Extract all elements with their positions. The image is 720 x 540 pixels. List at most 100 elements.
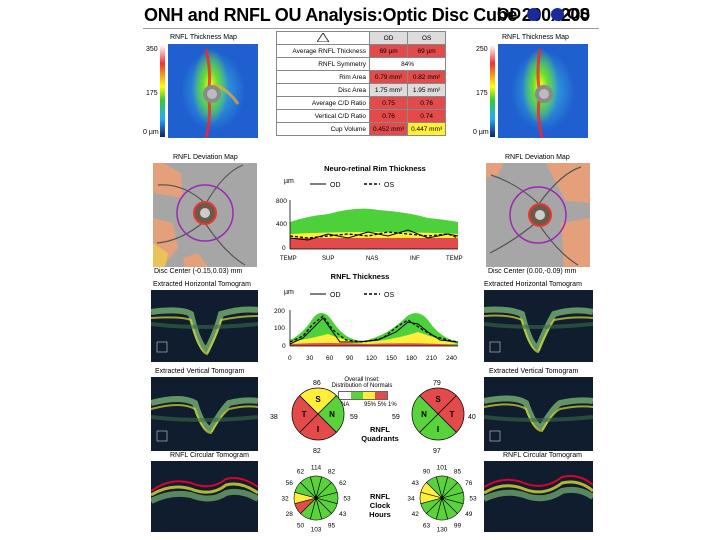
- rim-chart-title: Neuro-retinal Rim Thickness: [324, 164, 426, 173]
- os-value: 1.95 mm²: [407, 83, 447, 97]
- rnfl-legend-os: OS: [384, 292, 394, 299]
- os-thickness-map: [498, 44, 588, 138]
- od-quad-T-value: 38: [270, 414, 278, 421]
- os-value: 0.76: [407, 96, 447, 110]
- os-scale-min: 0 µm: [473, 129, 489, 136]
- normals-legend-line2: Distribution of Normals: [331, 383, 393, 389]
- os-quad-N-value: 59: [392, 414, 400, 421]
- od-value: 1.75 mm²: [368, 83, 409, 97]
- od-clock-hour-value: 53: [343, 496, 351, 503]
- normals-legend-line1: Overall Inset:: [344, 377, 380, 383]
- rnfl-ytick: 100: [274, 325, 285, 332]
- rim-xtick: TEMP: [280, 256, 297, 262]
- od-clock-hour-value: 32: [281, 496, 289, 503]
- od-scale-max: 350: [146, 46, 158, 53]
- rnfl-xtick: 180: [406, 355, 417, 362]
- rnfl-xtick: 0: [288, 355, 292, 362]
- svg-text:I: I: [437, 425, 439, 434]
- os-quad-S: [419, 387, 457, 415]
- os-thickness-map-title: RNFL Thickness Map: [502, 34, 569, 41]
- rnfl-ytick: 0: [282, 343, 286, 350]
- od-thickness-map-title: RNFL Thickness Map: [170, 34, 237, 41]
- legend-swatch-green: [351, 392, 363, 399]
- od-scale-min: 0 µm: [143, 129, 159, 136]
- od-clock-hour-value: 82: [328, 469, 336, 476]
- param-label: Vertical C/D Ratio: [276, 109, 370, 123]
- od-value: 0.75: [368, 96, 409, 110]
- od-quad-N-value: 59: [350, 414, 358, 421]
- od-value: 0.452 mm³: [368, 122, 409, 136]
- od-quadrant-chart: S N I T: [291, 387, 345, 441]
- rnfl-xtick: 240: [446, 355, 457, 362]
- rnfl-legend-od: OD: [330, 292, 341, 299]
- os-disc-center: Disc Center (0.00,-0.09) mm: [488, 268, 577, 275]
- os-clock-hour-value: 101: [437, 465, 448, 472]
- svg-text:N: N: [421, 410, 427, 419]
- rnfl-xtick: 60: [326, 355, 334, 362]
- os-value: 0.82 mm²: [407, 70, 447, 84]
- od-clock-hour-value: 43: [339, 511, 347, 518]
- rnfl-xtick: 210: [426, 355, 437, 362]
- os-horizontal-tomogram: [484, 290, 593, 362]
- quadrants-label: RNFL Quadrants: [361, 425, 399, 443]
- os-value: 69 µm: [407, 44, 447, 58]
- od-thickness-map: [168, 44, 258, 138]
- os-quad-S-value: 79: [433, 380, 441, 387]
- od-clock-hour-value: 95: [328, 522, 336, 529]
- od-quad-T: [291, 395, 319, 433]
- clock-hours-label: RNFL Clock Hours: [369, 492, 391, 519]
- svg-text:S: S: [435, 395, 441, 404]
- rim-ytick: 400: [276, 221, 287, 228]
- svg-text:T: T: [302, 410, 307, 419]
- rnfl-ytick: 200: [274, 308, 285, 315]
- os-circular-tomogram-title: RNFL Circular Tomogram: [503, 452, 582, 459]
- od-clock-hour-value: 103: [311, 527, 322, 534]
- od-label: OD: [497, 6, 521, 23]
- os-vertical-tomogram-title: Extracted Vertical Tomogram: [489, 368, 579, 375]
- os-vertical-tomogram: [484, 377, 593, 451]
- od-value: 69 µm: [368, 44, 409, 58]
- warning-triangle-icon: [276, 31, 370, 45]
- od-quad-I: [299, 413, 337, 441]
- os-clock-hour-value: 85: [454, 469, 462, 476]
- rim-unit: µm: [284, 178, 294, 185]
- rnfl-xtick: 90: [346, 355, 354, 362]
- symmetry-value: 84%: [368, 57, 447, 71]
- param-label: Average RNFL Thickness: [276, 44, 370, 58]
- page-title: ONH and RNFL OU Analysis:Optic Disc Cube…: [144, 5, 590, 25]
- os-clock-hour-value: 34: [407, 496, 415, 503]
- title-divider: [143, 28, 599, 29]
- os-scale-max: 250: [476, 46, 488, 53]
- os-clock-hour-segment: [441, 476, 458, 500]
- rim-xtick: SUP: [322, 256, 334, 262]
- parameters-table: OD OS Average RNFL Thickness 69 µm 69 µm…: [276, 31, 447, 136]
- svg-text:I: I: [317, 425, 319, 434]
- os-scale-mid: 175: [476, 90, 488, 97]
- od-clock-hour-value: 56: [286, 480, 294, 487]
- rnfl-xtick: 30: [306, 355, 314, 362]
- os-value: 0.74: [407, 109, 447, 123]
- rnfl-xtick: 120: [366, 355, 377, 362]
- os-horizontal-tomogram-title: Extracted Horizontal Tomogram: [484, 281, 582, 288]
- rim-xtick: NAS: [366, 256, 378, 262]
- param-label: Disc Area: [276, 83, 370, 97]
- rim-ytick: 800: [276, 198, 287, 205]
- rnfl-xtick: 150: [386, 355, 397, 362]
- legend-swatch-red: [375, 392, 387, 399]
- rim-xtick: INF: [410, 256, 420, 262]
- param-label: Cup Volume: [276, 122, 370, 136]
- os-color-scale: [490, 45, 495, 137]
- os-header: OS: [407, 31, 447, 45]
- legend-pct-labels: 95% 5% 1%: [364, 402, 397, 408]
- od-clock-hour-value: 28: [286, 511, 294, 518]
- legend-na-label: NA: [341, 402, 350, 408]
- od-vertical-tomogram: [151, 377, 258, 451]
- os-clock-hour-value: 99: [454, 522, 462, 529]
- legend-swatch-yellow: [363, 392, 375, 399]
- od-quad-N: [317, 395, 345, 433]
- od-quad-S: [299, 387, 337, 415]
- os-quad-T-value: 40: [468, 414, 476, 421]
- od-circular-tomogram-title: RNFL Circular Tomogram: [170, 452, 249, 459]
